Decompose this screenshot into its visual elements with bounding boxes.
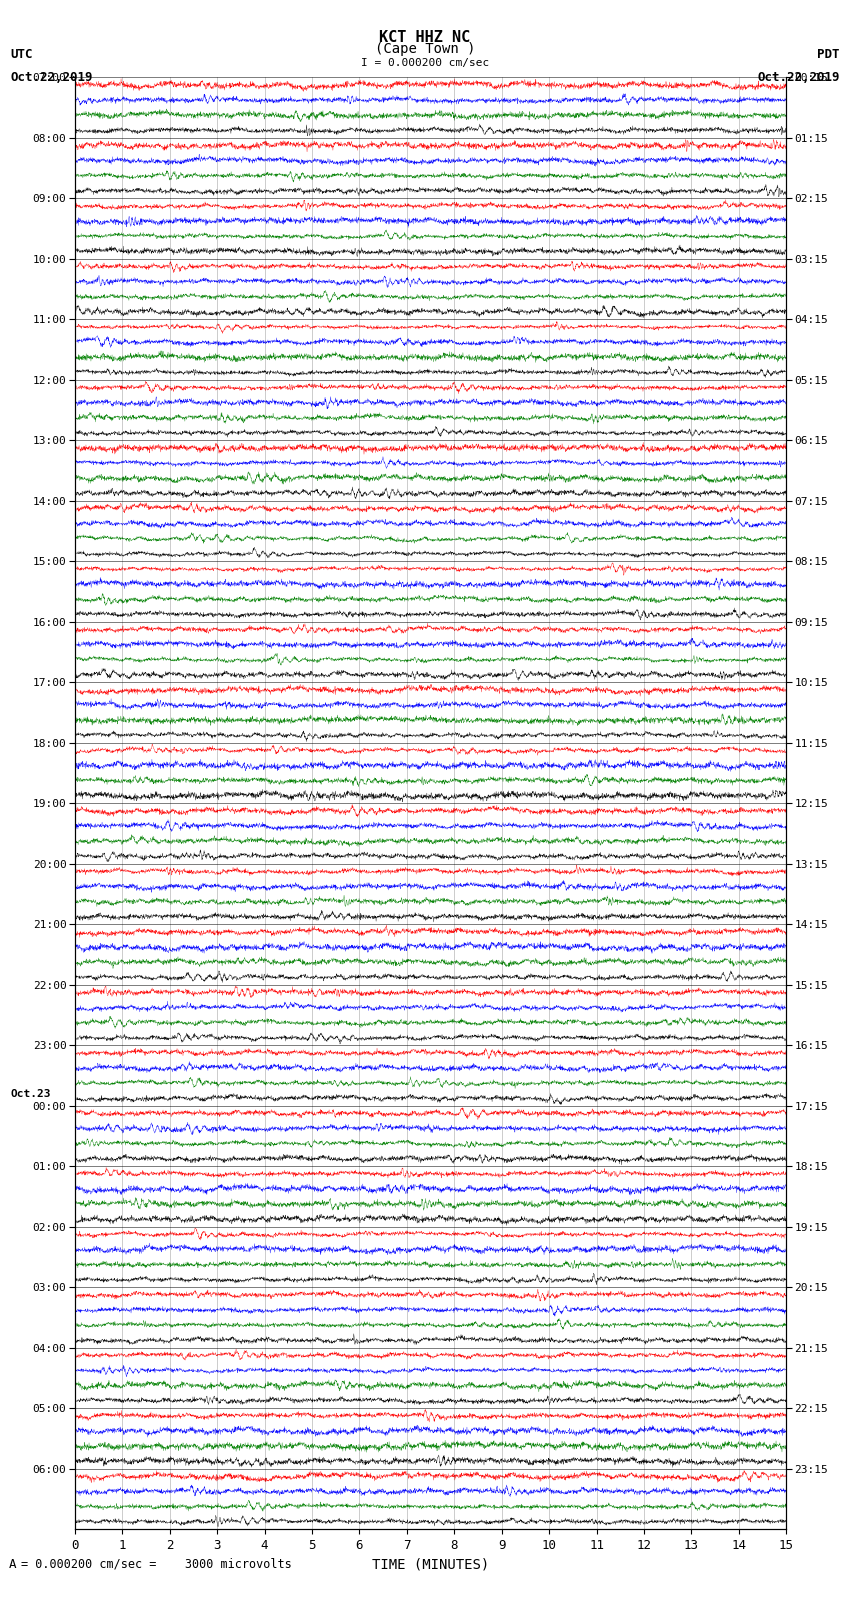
Text: = 0.000200 cm/sec =    3000 microvolts: = 0.000200 cm/sec = 3000 microvolts [21,1558,292,1571]
Text: UTC: UTC [10,48,32,61]
Text: Oct.23: Oct.23 [10,1089,51,1100]
Text: A: A [8,1558,16,1571]
X-axis label: TIME (MINUTES): TIME (MINUTES) [372,1558,489,1571]
Text: I = 0.000200 cm/sec: I = 0.000200 cm/sec [361,58,489,68]
Text: KCT HHZ NC: KCT HHZ NC [379,31,471,45]
Text: Oct.22,2019: Oct.22,2019 [10,71,93,84]
Text: (Cape Town ): (Cape Town ) [375,42,475,56]
Text: Oct.22,2019: Oct.22,2019 [757,71,840,84]
Text: PDT: PDT [818,48,840,61]
